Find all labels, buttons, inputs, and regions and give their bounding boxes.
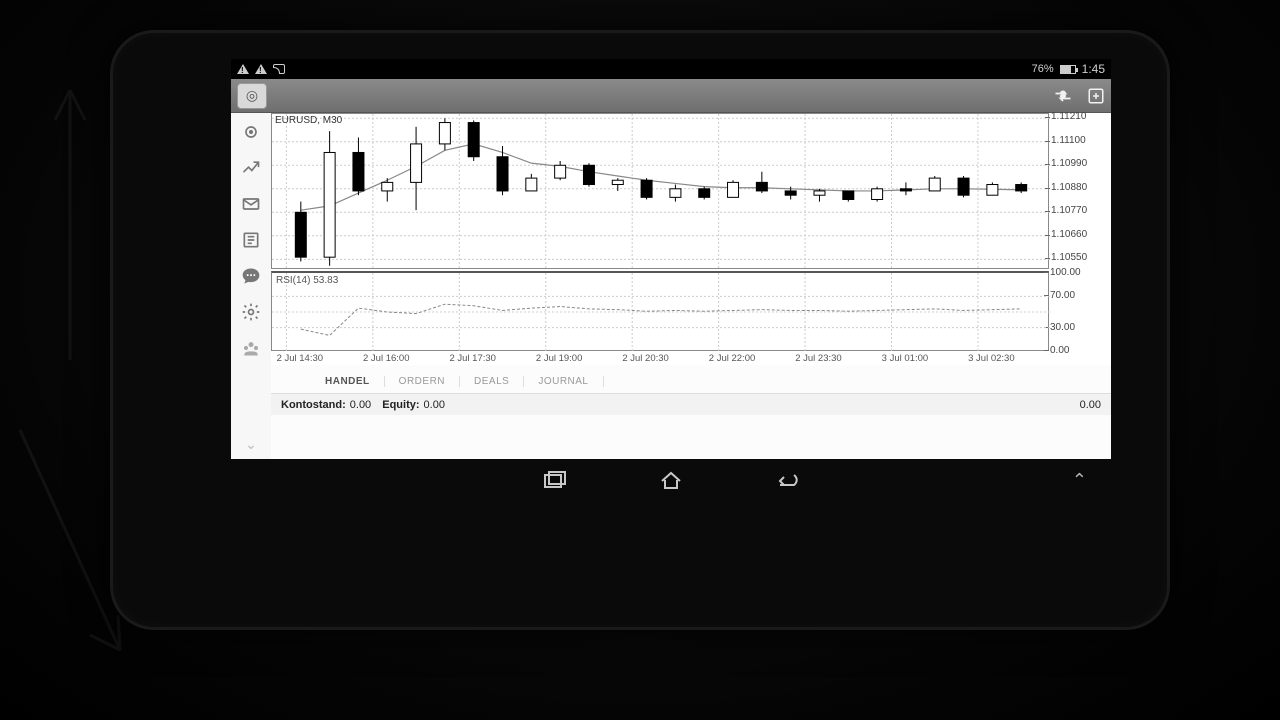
rsi-tick: 0.00 [1050,345,1069,356]
time-tick: 2 Jul 22:00 [709,353,755,364]
trend-icon[interactable] [240,157,262,179]
rsi-label: RSI(14) 53.83 [276,275,338,286]
price-tick: 1.10880 [1051,182,1087,193]
side-toolbar: ⌄ [231,113,271,459]
main-pane: EURUSD, M30 1.11210 1.11100 1.10990 1.10880… [271,113,1111,459]
news-icon[interactable] [240,229,262,251]
android-status-bar: ! ! 76% 1:45 [231,59,1111,79]
home-button[interactable] [658,469,684,491]
warning-icon: ! [237,64,249,74]
price-tick: 1.11100 [1051,135,1086,146]
android-nav-bar: ⌃ [231,463,1111,497]
equity-label: Equity: [382,399,419,411]
time-tick: 2 Jul 16:00 [363,353,409,364]
equity-value: 0.00 [424,399,445,411]
tab-deals[interactable]: DEALS [460,376,524,387]
community-icon[interactable] [240,337,262,359]
balance-label: Kontostand: [281,399,346,411]
price-tick: 1.10660 [1051,229,1087,240]
bottom-tabs: HANDELORDERNDEALSJOURNAL [311,371,1111,391]
tab-handel[interactable]: HANDEL [311,376,385,387]
time-tick: 2 Jul 23:30 [795,353,841,364]
chart-symbol-label: EURUSD, M30 [275,115,342,126]
time-tick: 3 Jul 01:00 [882,353,928,364]
time-tick: 2 Jul 20:30 [622,353,668,364]
time-x-axis: 2 Jul 14:30 2 Jul 16:00 2 Jul 17:30 2 Jul 1… [271,353,1049,371]
price-chart[interactable]: EURUSD, M30 1.11210 1.11100 1.10990 1.10880… [271,113,1111,365]
rsi-y-axis: 100.0070.0030.000.00 [1050,273,1110,350]
time-tick: 2 Jul 14:30 [277,353,323,364]
screen: ! ! 76% 1:45 ◎ $ [231,59,1111,459]
warning-icon: ! [255,64,267,74]
rsi-panel[interactable]: RSI(14) 53.83 100.0070.0030.000.00 [271,271,1049,351]
battery-icon [1060,65,1076,74]
time-tick: 2 Jul 19:00 [536,353,582,364]
balance-value: 0.00 [350,399,371,411]
settings-icon[interactable] [240,301,262,323]
cast-icon [273,64,285,74]
account-right-value: 0.00 [1080,399,1101,411]
chat-icon[interactable] [240,265,262,287]
account-summary: Kontostand: 0.00 Equity: 0.00 0.00 [271,393,1111,415]
back-button[interactable] [774,469,800,491]
tab-ordern[interactable]: ORDERN [385,376,460,387]
app-body: ⌄ EURUSD, M30 1.11210 1.11100 1.10990 1.108… [231,113,1111,459]
clock: 1:45 [1082,62,1105,76]
price-tick: 1.10990 [1051,158,1087,169]
app-action-bar: ◎ $ [231,79,1111,113]
price-tick: 1.10550 [1051,252,1087,263]
rsi-tick: 30.00 [1050,322,1075,333]
chevron-up-icon[interactable]: ⌃ [1072,470,1087,491]
rsi-tick: 100.00 [1050,267,1081,278]
chevron-down-icon[interactable]: ⌄ [245,436,257,453]
price-tick: 1.11210 [1051,111,1086,122]
swap-icon[interactable]: $ [1053,86,1073,106]
tab-journal[interactable]: JOURNAL [524,376,603,387]
price-tick: 1.10770 [1051,205,1087,216]
app-logo-icon[interactable]: ◎ [237,83,267,109]
crosshair-icon[interactable] [240,121,262,143]
new-order-icon[interactable] [1087,87,1105,105]
price-y-axis: 1.11210 1.11100 1.10990 1.10880 1.10770 1.106… [1051,113,1111,269]
mail-icon[interactable] [240,193,262,215]
time-tick: 3 Jul 02:30 [968,353,1014,364]
tablet-device: ! ! 76% 1:45 ◎ $ [110,30,1170,630]
recent-apps-button[interactable] [542,469,568,491]
battery-pct: 76% [1032,63,1054,75]
rsi-tick: 70.00 [1050,290,1075,301]
svg-text:$: $ [1061,89,1066,99]
time-tick: 2 Jul 17:30 [449,353,495,364]
